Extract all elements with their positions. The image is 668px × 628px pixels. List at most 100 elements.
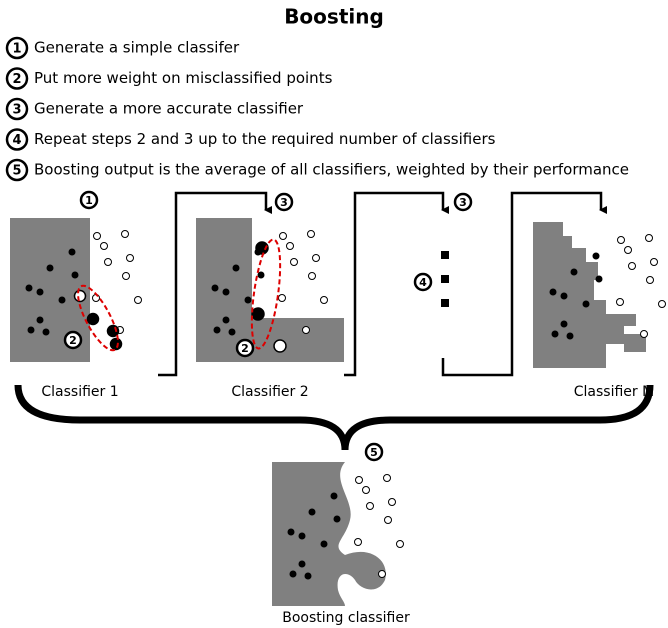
point (308, 508, 316, 516)
point (378, 570, 386, 578)
weighted-point (109, 337, 123, 351)
step-badge (5, 67, 29, 90)
point (100, 242, 108, 250)
point (211, 284, 219, 292)
point (312, 254, 320, 262)
point (71, 271, 79, 279)
point (551, 330, 559, 338)
point (25, 284, 33, 292)
panel-label: Classifier 1 (41, 384, 118, 400)
point (646, 276, 654, 284)
point (645, 234, 653, 242)
weighted-point (251, 307, 265, 321)
step-badge (5, 128, 29, 151)
point (298, 532, 306, 540)
point (298, 560, 306, 568)
point (222, 288, 230, 296)
point (232, 264, 240, 272)
point (42, 328, 50, 336)
highlight (250, 238, 282, 350)
step-badge (235, 338, 255, 358)
connector (158, 191, 272, 377)
point (582, 300, 590, 308)
weighted-point (86, 312, 100, 326)
step-number: 3 (12, 103, 21, 118)
point (304, 572, 312, 580)
point (104, 258, 112, 266)
point (279, 232, 287, 240)
point (36, 288, 44, 296)
region (533, 222, 646, 368)
step-badge (79, 190, 99, 210)
point (624, 246, 632, 254)
point (286, 242, 294, 250)
point (228, 328, 236, 336)
step-number: 2 (69, 334, 77, 347)
step-number: 3 (280, 196, 288, 209)
title: Boosting (284, 5, 384, 29)
point (58, 296, 66, 304)
weighted-point (273, 339, 287, 353)
point (121, 230, 129, 238)
point (330, 492, 338, 500)
step-text: Boosting output is the average of all cl… (34, 161, 629, 179)
points (25, 230, 666, 580)
point (287, 528, 295, 536)
point (320, 296, 328, 304)
step-text: Generate a simple classifer (34, 39, 240, 57)
step-number: 5 (12, 164, 21, 179)
panel-label: Classifier M (574, 384, 654, 400)
brace (14, 384, 654, 451)
ellipsis-dot (441, 275, 449, 283)
point (560, 320, 568, 328)
point (307, 230, 315, 238)
step-badge (364, 442, 384, 462)
weighted-point (73, 289, 87, 303)
point (36, 316, 44, 324)
point (616, 298, 624, 306)
point (222, 316, 230, 324)
point (333, 515, 341, 523)
point (628, 262, 636, 270)
step-badge (5, 97, 29, 121)
connector (344, 191, 449, 377)
point (658, 300, 666, 308)
point (366, 502, 374, 510)
point (122, 272, 130, 280)
point (384, 516, 392, 524)
step-number: 4 (12, 133, 21, 148)
point (308, 272, 316, 280)
step-number: 1 (85, 194, 93, 207)
step-badge (413, 272, 433, 292)
point (46, 264, 54, 272)
point (290, 258, 298, 266)
point (289, 570, 297, 578)
step-text: Put more weight on misclassified points (34, 69, 333, 87)
step-number: 1 (12, 42, 21, 57)
point (354, 538, 362, 546)
step-number: 3 (459, 196, 467, 209)
connector (441, 191, 607, 377)
point (93, 232, 101, 240)
step-number: 2 (12, 72, 21, 87)
highlight (77, 284, 119, 352)
step-badge (5, 36, 29, 60)
point (396, 540, 404, 548)
point (134, 296, 142, 304)
point (549, 288, 557, 296)
panel-label: Boosting classifier (282, 610, 410, 626)
point (126, 254, 134, 262)
ellipsis-dot (441, 299, 449, 307)
step-badge (63, 330, 83, 350)
step-text: Repeat steps 2 and 3 up to the required … (34, 130, 496, 148)
point (302, 326, 310, 334)
point (592, 252, 600, 260)
point (27, 326, 35, 334)
point (640, 330, 648, 338)
point (566, 332, 574, 340)
step-text: Generate a more accurate classifier (34, 100, 304, 118)
point (383, 474, 391, 482)
step-badge (5, 158, 29, 182)
step-badge (453, 192, 473, 212)
region (196, 218, 344, 362)
